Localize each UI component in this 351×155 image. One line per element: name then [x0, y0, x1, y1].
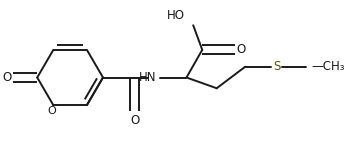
Text: —CH₃: —CH₃: [312, 60, 345, 73]
Text: O: O: [47, 106, 56, 116]
Text: O: O: [130, 114, 139, 127]
Text: O: O: [237, 43, 246, 56]
Text: HN: HN: [139, 71, 157, 84]
Text: HO: HO: [167, 9, 185, 22]
Text: S: S: [273, 60, 281, 73]
Text: O: O: [2, 71, 11, 84]
